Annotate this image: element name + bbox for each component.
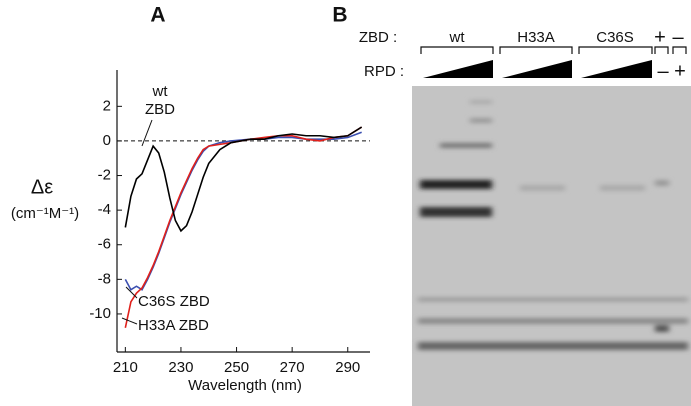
annotation: H33A ZBD [138, 317, 209, 334]
control-label: – [657, 60, 669, 82]
x-axis-label: Wavelength (nm) [188, 377, 302, 394]
y-axis-label: Δε [31, 176, 53, 198]
x-tick-label: 230 [168, 359, 193, 376]
x-tick-label: 210 [113, 359, 138, 376]
annotation: C36S ZBD [138, 293, 210, 310]
panel-label: A [150, 4, 165, 27]
y-tick-label: -10 [89, 305, 111, 322]
annotation: ZBD [145, 101, 175, 118]
y-tick-label: -8 [98, 270, 111, 287]
group-label: wt [449, 29, 466, 46]
y-tick-label: -4 [98, 201, 111, 218]
series-line [124, 126, 363, 233]
y-tick-label: -2 [98, 167, 111, 184]
wedges [423, 60, 652, 78]
group-label: C36S [596, 29, 634, 46]
rpd-label: RPD : [364, 63, 404, 80]
series-line [124, 131, 362, 291]
x-tick-label: 250 [224, 359, 249, 376]
control-label: + [674, 60, 686, 82]
brackets [420, 46, 687, 54]
gel-background [412, 86, 691, 406]
zbd-label: ZBD : [359, 29, 397, 46]
gel-panel: ZBD : RPD : wt H33A C36S + – – + [359, 26, 691, 406]
leader [141, 119, 153, 147]
leader [121, 317, 138, 325]
leader [125, 286, 138, 299]
y-tick-label: 2 [103, 97, 111, 114]
x-tick-label: 270 [280, 359, 305, 376]
series-line [124, 126, 363, 328]
gel-bands [418, 100, 688, 350]
control-label: + [654, 26, 666, 48]
y-tick-label: 0 [103, 132, 111, 149]
y-axis-unit: (cm⁻¹M⁻¹) [11, 205, 79, 222]
panel-label: B [332, 4, 347, 27]
x-tick-label: 290 [335, 359, 360, 376]
group-label: H33A [517, 29, 555, 46]
y-tick-label: -6 [98, 236, 111, 253]
control-label: – [672, 26, 684, 48]
annotation: wt [152, 83, 169, 100]
